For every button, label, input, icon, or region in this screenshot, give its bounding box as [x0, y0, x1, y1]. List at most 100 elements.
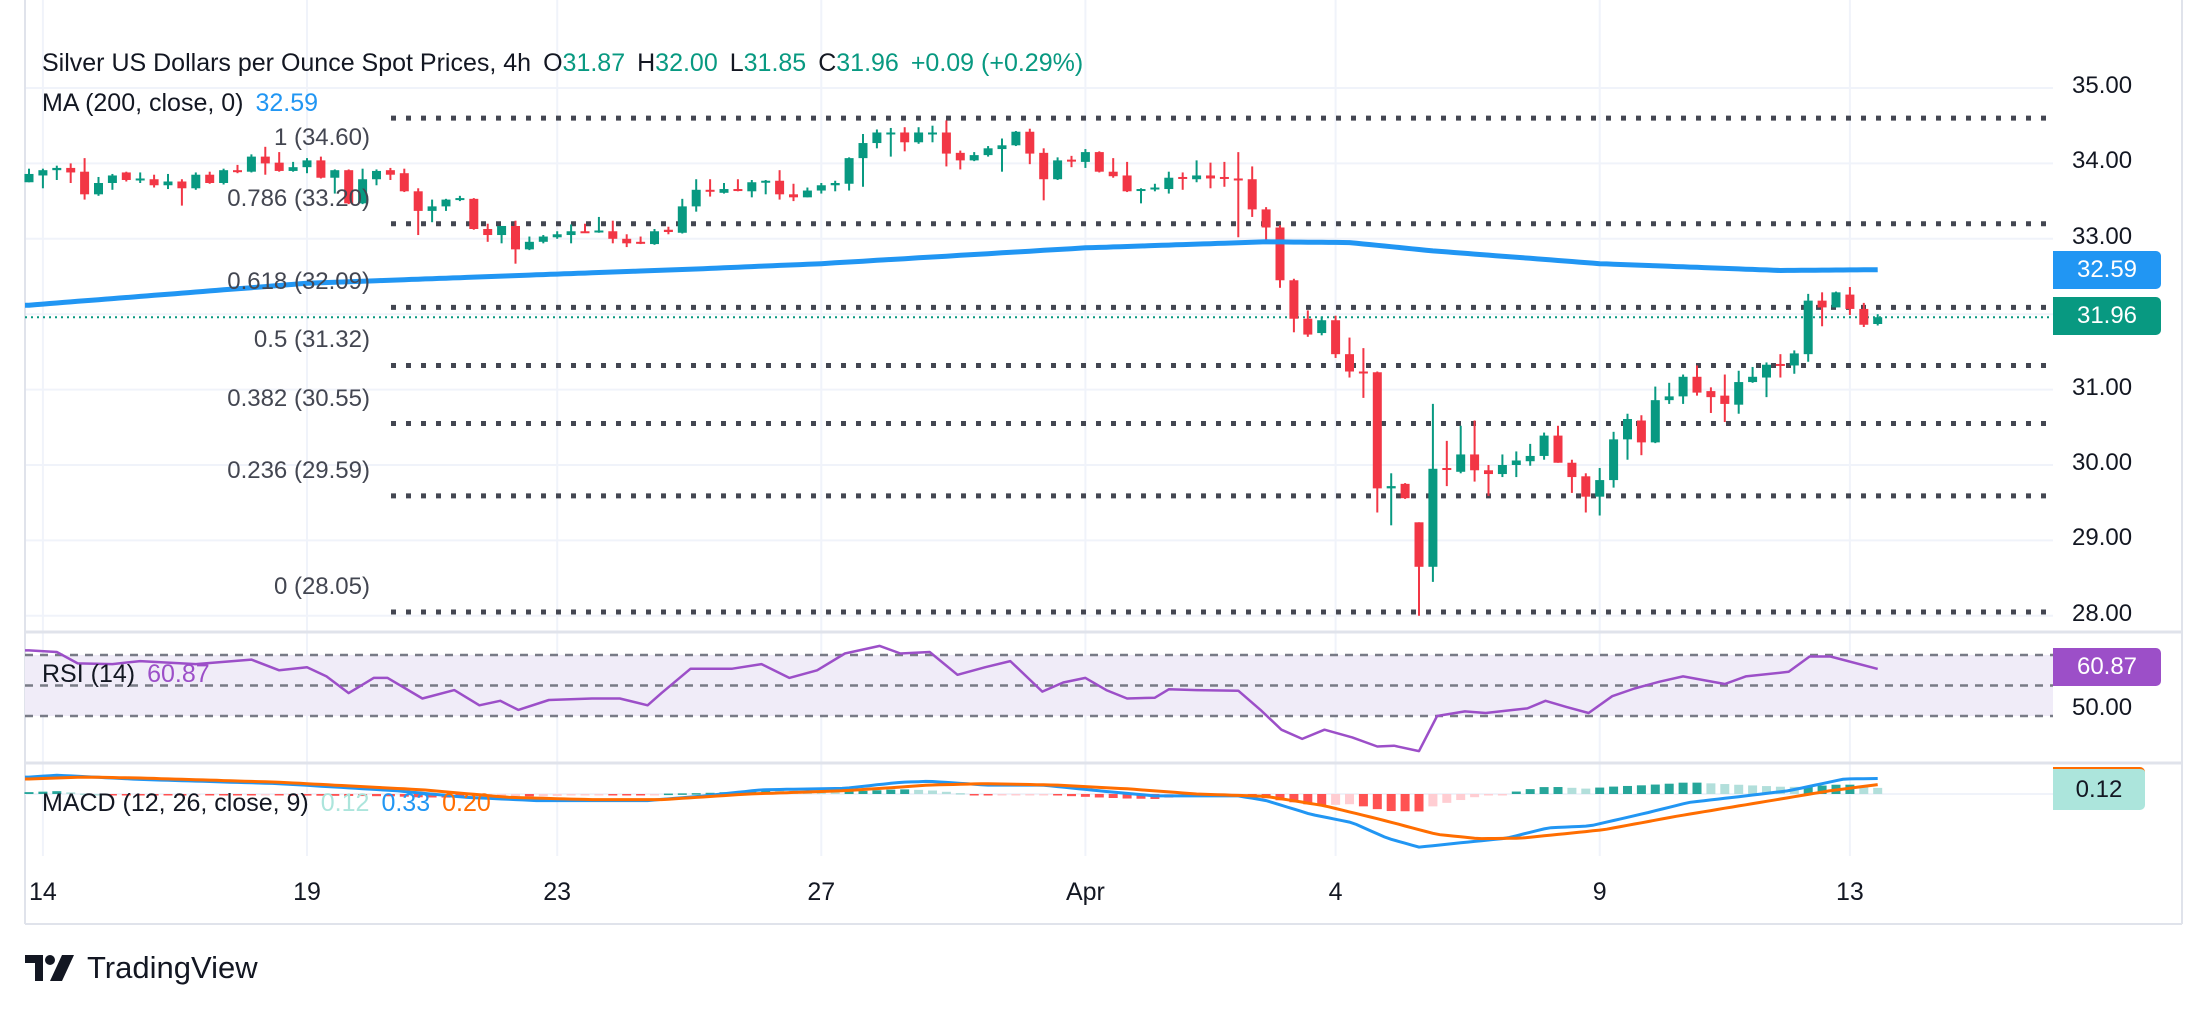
fib-level-label: 0.618 (32.09): [227, 268, 370, 296]
macd-histogram-bar: [316, 794, 326, 796]
candle: [1581, 473, 1591, 513]
ma-legend-value: 32.59: [255, 89, 319, 117]
candle: [1484, 465, 1493, 496]
signal-line[interactable]: [25, 775, 1878, 841]
symbol-legend[interactable]: Silver US Dollars per Ounce Spot Prices,…: [42, 48, 1083, 78]
macd-histogram-bar: [1372, 794, 1382, 810]
candle-body: [260, 156, 270, 164]
candle-body: [24, 173, 34, 183]
candle: [955, 150, 965, 170]
candle-body: [1720, 395, 1730, 404]
candle: [94, 176, 103, 196]
candle: [469, 198, 479, 230]
candle-body: [135, 178, 145, 181]
ma-legend[interactable]: MA (200, close, 0) 32.59: [42, 88, 318, 118]
candle-body: [705, 189, 715, 192]
candle: [24, 168, 34, 183]
candle: [1553, 425, 1563, 463]
candle-body: [1400, 483, 1410, 499]
macd-signal-value: 0.20: [442, 789, 491, 817]
candle-body: [1762, 364, 1771, 378]
candle-body: [1609, 439, 1619, 481]
macd-histogram-bar: [608, 794, 618, 796]
macd-histogram-bar: [1108, 794, 1118, 799]
macd-histogram-bar: [1873, 787, 1883, 794]
macd-histogram-bar: [858, 790, 868, 794]
rsi-value-tag: 60.87: [2053, 648, 2161, 686]
candle: [1636, 415, 1646, 456]
candle: [441, 198, 451, 211]
candle: [1720, 374, 1730, 423]
candle: [858, 133, 868, 187]
macd-histogram-bar: [1623, 785, 1632, 794]
candle: [1303, 310, 1313, 337]
candle-body: [1636, 420, 1646, 443]
candle: [316, 156, 326, 179]
candle-body: [316, 160, 326, 178]
candle-body: [1734, 382, 1744, 405]
candle-body: [511, 225, 520, 250]
candle-body: [844, 158, 854, 184]
candle-body: [1595, 480, 1605, 497]
candle-body: [1442, 468, 1452, 471]
macd-line[interactable]: [25, 773, 1878, 849]
candle-body: [497, 225, 507, 236]
close-value: 31.96: [836, 49, 899, 77]
macd-histogram-bar: [94, 794, 103, 796]
candle: [816, 183, 826, 194]
candle: [497, 225, 507, 244]
candle-body: [928, 132, 937, 135]
candle: [1664, 382, 1674, 404]
macd-histogram-bar: [1345, 794, 1354, 805]
ma-200-line[interactable]: [25, 239, 1878, 308]
macd-histogram-bar: [1859, 786, 1869, 794]
macd-histogram-bar: [1400, 794, 1410, 812]
macd-histogram-bar: [413, 794, 423, 798]
tradingview-logo[interactable]: TradingView: [25, 950, 258, 986]
macd-histogram-bar: [1358, 794, 1368, 807]
candle-body: [1192, 175, 1202, 180]
candle-body: [983, 148, 993, 156]
macd-histogram-bar: [121, 794, 131, 796]
candle: [1414, 522, 1424, 616]
candle: [399, 168, 409, 193]
candle: [427, 199, 437, 223]
candle-body: [1206, 175, 1215, 179]
price-axis-label: 29.00: [2072, 524, 2133, 552]
candle: [1525, 443, 1535, 466]
candle: [1261, 207, 1271, 242]
candle: [80, 158, 90, 200]
candle: [1539, 432, 1549, 460]
macd-histogram-bar: [636, 794, 646, 796]
fib-level-label: 0 (28.05): [273, 573, 370, 601]
candle-body: [233, 170, 242, 173]
rsi-legend[interactable]: RSI (14) 60.87: [42, 659, 210, 689]
candle-body: [691, 189, 701, 207]
candle: [1206, 162, 1215, 189]
macd-histogram-bar: [1553, 787, 1563, 794]
macd-histogram-bar: [955, 793, 965, 795]
macd-histogram-bar: [983, 794, 993, 796]
macd-histogram-bar: [663, 793, 673, 796]
candle: [1706, 387, 1716, 413]
time-axis-label: 14: [28, 878, 57, 906]
candle: [1011, 130, 1021, 147]
rsi-line[interactable]: [25, 644, 1879, 753]
candle-body: [1345, 354, 1354, 372]
macd-histogram-bar: [427, 794, 437, 798]
candle-body: [1845, 294, 1855, 309]
macd-histogram-bar: [1636, 785, 1646, 794]
candle-body: [886, 132, 896, 135]
candle: [1845, 287, 1855, 315]
macd-legend[interactable]: MACD (12, 26, close, 9) 0.12 0.33 0.20: [42, 788, 491, 818]
candle-body: [719, 189, 729, 193]
candle: [1748, 366, 1758, 383]
candle: [1859, 302, 1869, 328]
candle-body: [566, 231, 576, 236]
candle: [1567, 459, 1577, 493]
macd-histogram-bar: [1080, 794, 1090, 797]
candle-body: [1456, 454, 1466, 472]
macd-histogram-bar: [1428, 794, 1438, 807]
macd-histogram-bar: [1442, 794, 1452, 803]
